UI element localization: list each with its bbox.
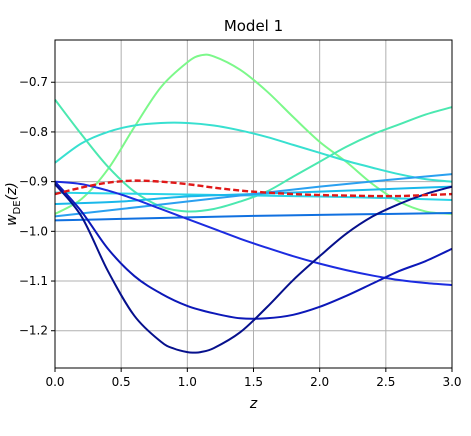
x-tick-label: 3.0 (442, 375, 461, 389)
series-line-mean-dashed (54, 179, 453, 198)
series-group (54, 53, 453, 354)
x-tick-label: 2.5 (376, 375, 395, 389)
x-tick-label: 2.0 (310, 375, 329, 389)
series-line-10 (54, 183, 453, 354)
y-tick-label: −1.1 (19, 274, 48, 288)
x-axis-label: z (249, 396, 258, 412)
x-tick-label: 1.0 (178, 375, 197, 389)
y-tick-label: −0.9 (19, 175, 48, 189)
y-axis-label: wDE(z) (4, 182, 23, 226)
series-line-7 (54, 211, 453, 222)
series-line-3 (54, 121, 453, 183)
series-line-6 (54, 173, 453, 218)
y-axis-label-arg: (z) (4, 182, 20, 200)
y-tick-label: −1.2 (19, 324, 48, 338)
x-tick-label: 0.5 (112, 375, 131, 389)
chart-title: Model 1 (224, 17, 283, 35)
series-line-9 (54, 180, 453, 320)
y-tick-label: −0.7 (19, 75, 48, 89)
axis-ticks: 0.0 0.5 1.0 1.5 2.0 2.5 3.0 −1.2 −1.1 −1.0 −0.9 −0.… (19, 75, 462, 389)
y-tick-label: −0.8 (19, 125, 48, 139)
y-axis-label-sub: DE (12, 200, 23, 214)
y-tick-label: −1.0 (19, 224, 48, 238)
x-tick-label: 0.0 (45, 375, 64, 389)
y-axis-label-main: w (4, 214, 20, 226)
x-tick-label: 1.5 (244, 375, 263, 389)
